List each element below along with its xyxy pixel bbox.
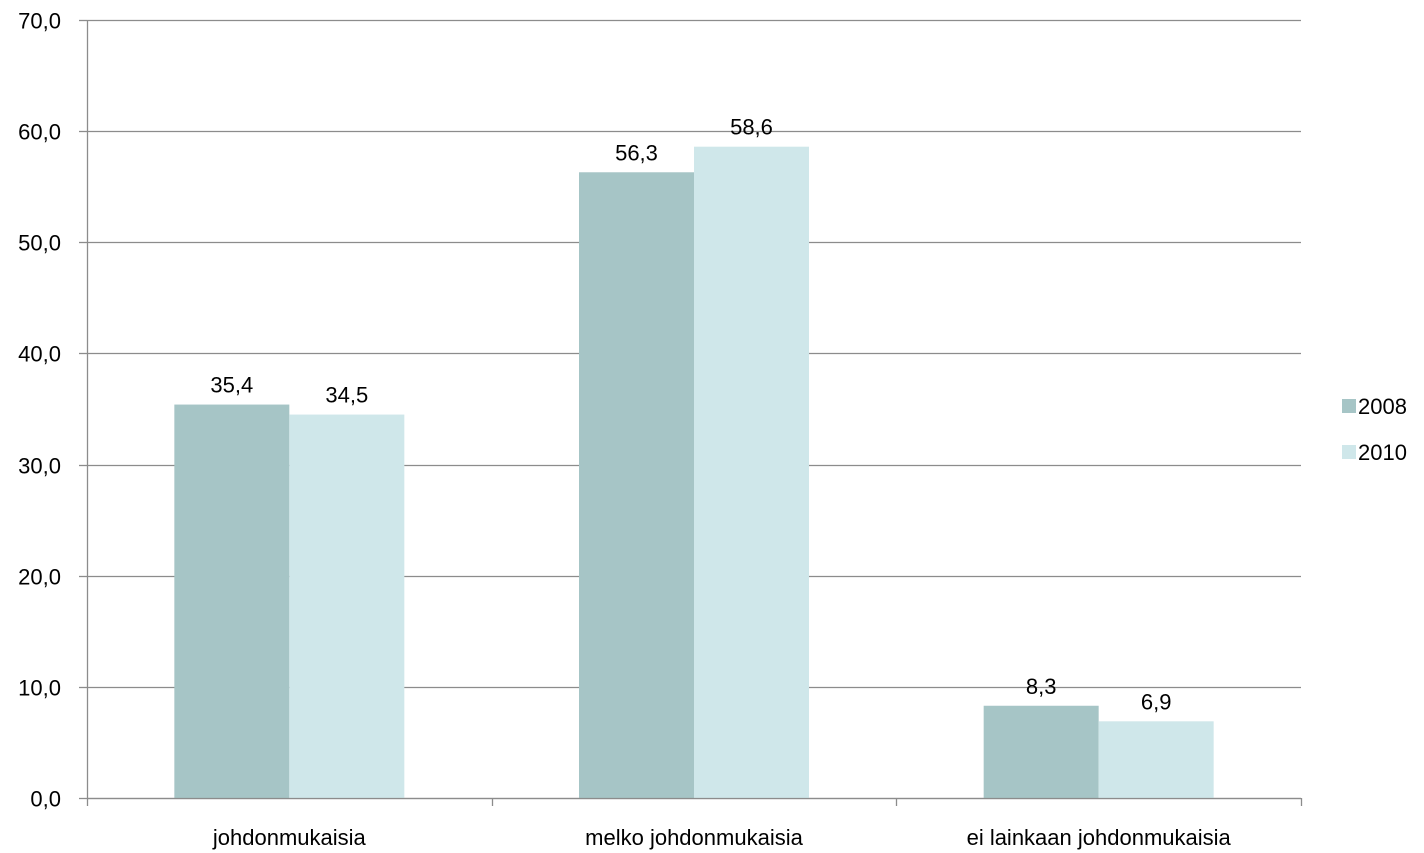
x-category-label: ei lainkaan johdonmukaisia (967, 825, 1232, 850)
y-tick-label: 0,0 (30, 787, 61, 812)
bar-2008-2 (983, 705, 1099, 798)
bar-2010-2 (1098, 721, 1214, 798)
x-category-label: johdonmukaisia (212, 825, 367, 850)
legend-swatch-2010 (1342, 445, 1356, 459)
bar-2010-1 (694, 146, 809, 798)
legend: 2008 2010 (1342, 394, 1407, 465)
legend-label: 2008 (1358, 394, 1407, 419)
bar-2010-0 (289, 414, 405, 798)
y-tick-label: 50,0 (18, 231, 61, 256)
data-label: 6,9 (1141, 689, 1172, 714)
bars (174, 146, 1214, 798)
data-label: 56,3 (615, 140, 658, 165)
data-label: 58,6 (730, 115, 773, 140)
axes: 0,0 10,0 20,0 30,0 40,0 50,0 60,0 70,0 johdonmuk… (18, 9, 1303, 850)
legend-label: 2010 (1358, 440, 1407, 465)
data-label: 34,5 (325, 383, 368, 408)
data-label: 35,4 (210, 373, 253, 398)
data-labels: 35,4 34,5 56,3 58,6 8,3 6,9 (210, 115, 1171, 715)
y-tick-label: 70,0 (18, 9, 61, 34)
y-tick-label: 60,0 (18, 120, 61, 145)
x-category-label: melko johdonmukaisia (585, 825, 803, 850)
bar-2008-1 (579, 172, 694, 798)
y-tick-label: 40,0 (18, 342, 61, 367)
y-tick-label: 30,0 (18, 454, 61, 479)
y-tick-label: 20,0 (18, 565, 61, 590)
y-tick-label: 10,0 (18, 676, 61, 701)
data-label: 8,3 (1026, 674, 1057, 699)
legend-swatch-2008 (1342, 399, 1356, 413)
bar-2008-0 (174, 404, 290, 798)
